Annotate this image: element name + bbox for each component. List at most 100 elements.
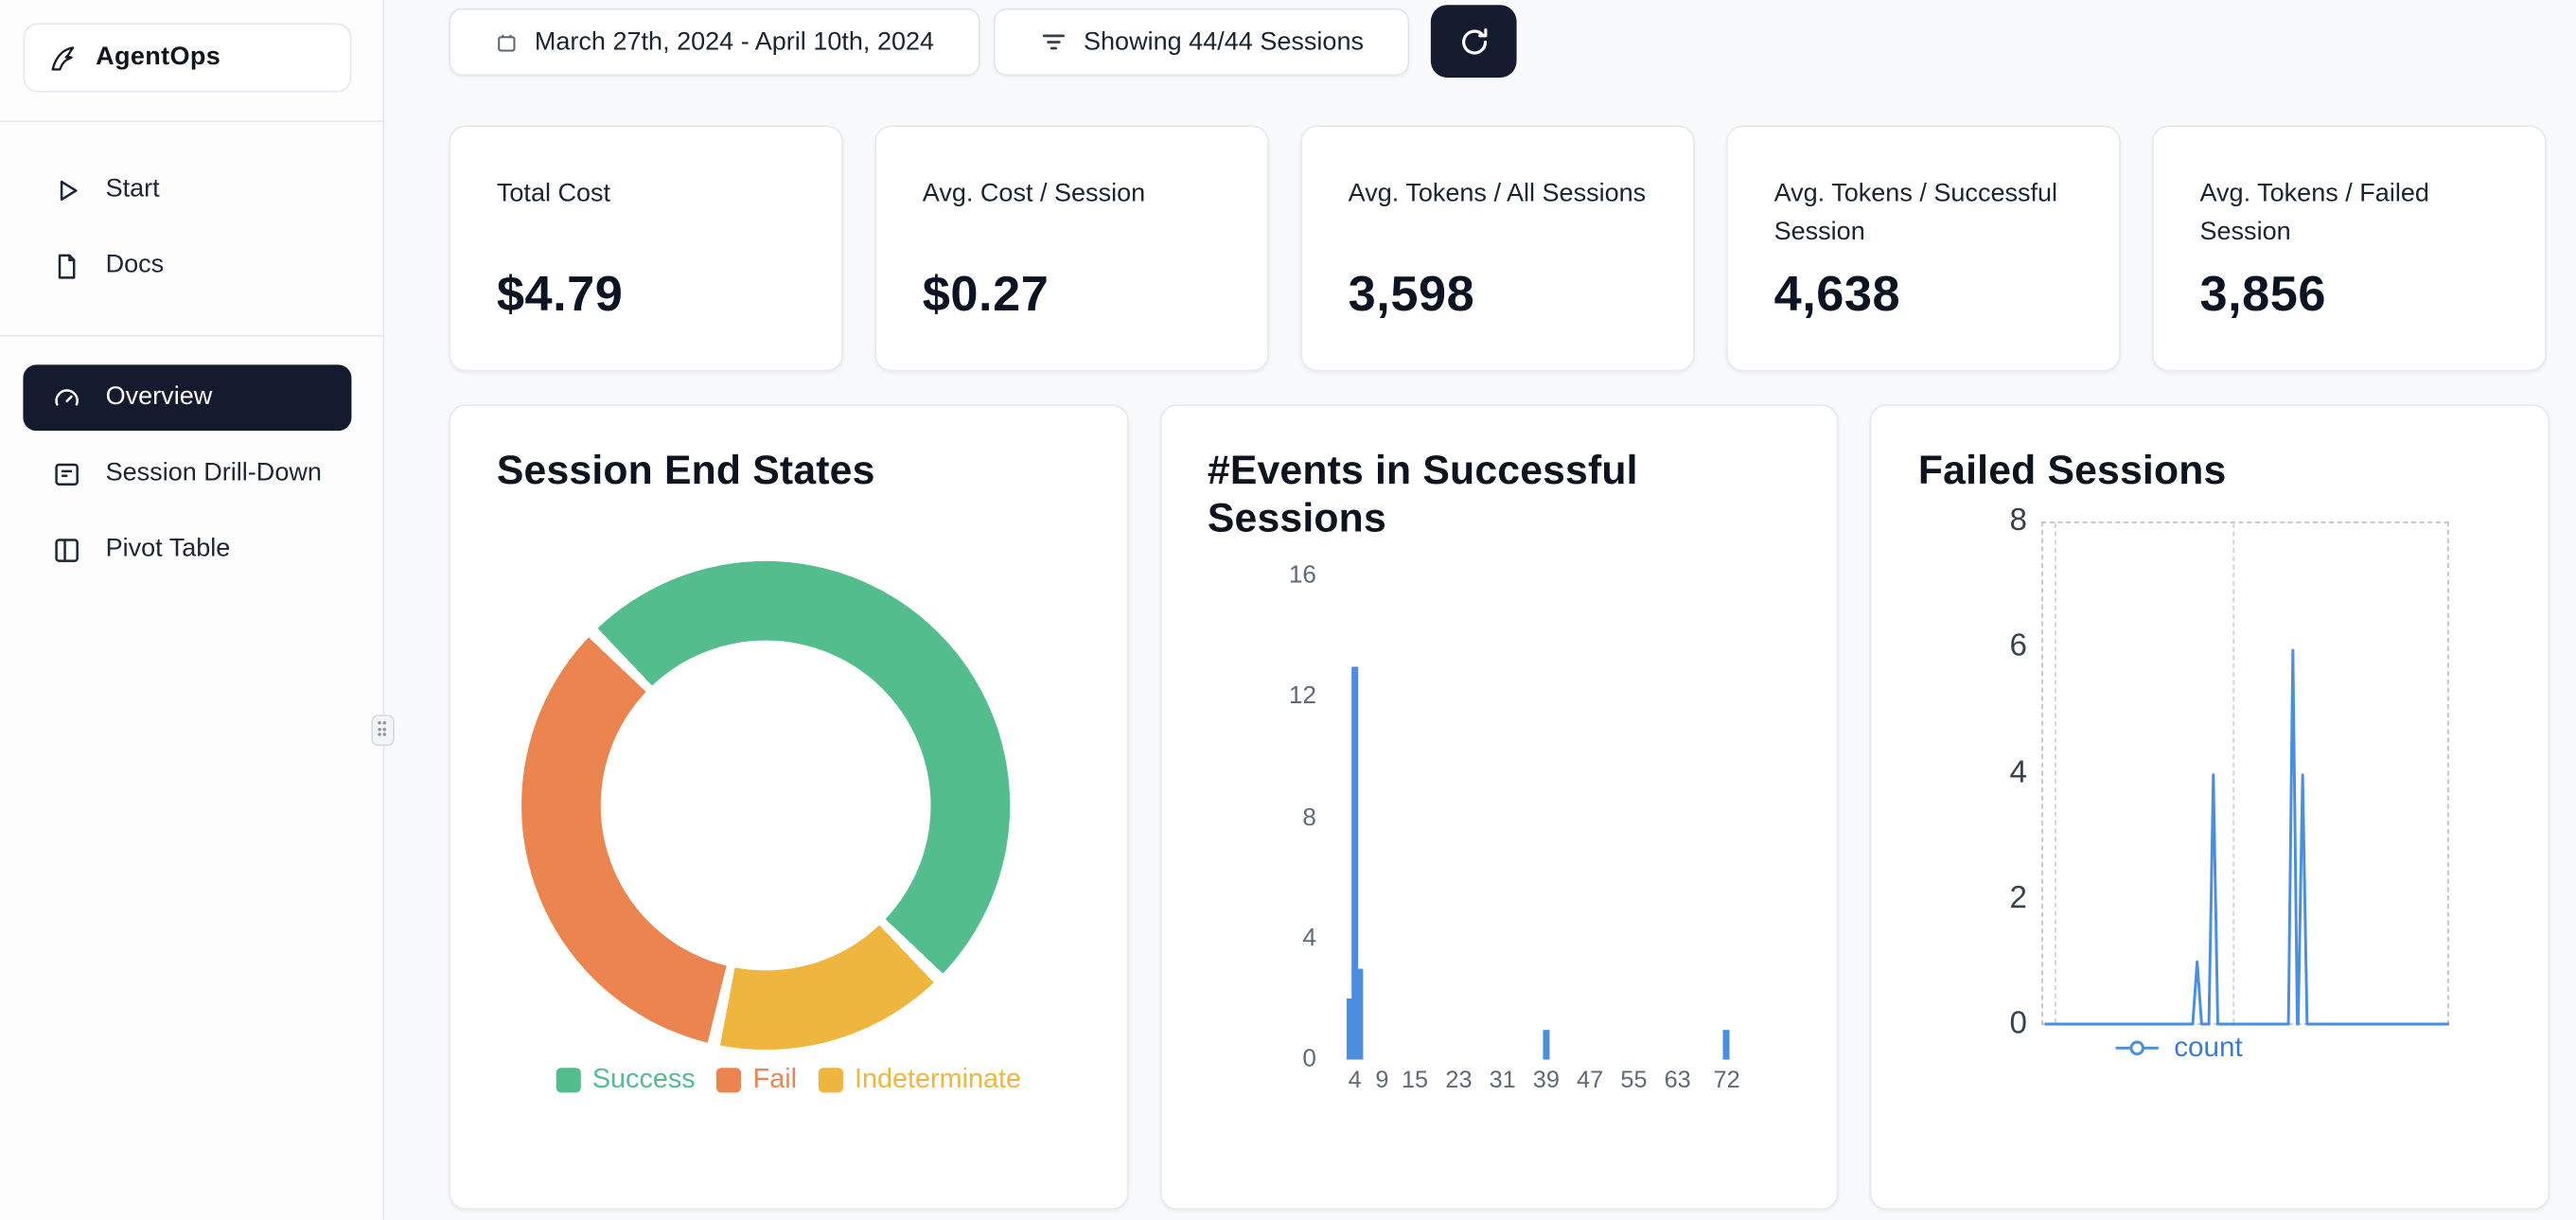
agentops-logo-icon (51, 45, 75, 70)
stat-value: 3,598 (1348, 267, 1475, 323)
stat-value: $0.27 (922, 267, 1050, 323)
stat-cards-row: Total Cost $4.79 Avg. Cost / Session $0.… (449, 125, 2547, 372)
y-tick-label: 12 (1288, 681, 1316, 711)
sidebar-item-docs[interactable]: Docs (23, 233, 351, 299)
x-tick-label: 31 (1489, 1068, 1516, 1095)
bar (1543, 1029, 1550, 1060)
sidebar-item-pivot-table[interactable]: Pivot Table (23, 517, 351, 583)
app-logo[interactable]: AgentOps (23, 23, 352, 93)
y-tick-label: 8 (1302, 803, 1316, 832)
bar-y-axis: 0 4 8 12 16 (1161, 561, 1316, 1073)
sidebar-resize-handle[interactable] (371, 715, 395, 747)
legend-label: count (2174, 1031, 2243, 1064)
y-tick-label: 0 (2009, 1006, 2027, 1042)
bar-x-axis: 4 9 15 23 31 39 47 55 63 72 (1332, 1068, 1748, 1097)
y-tick-label: 2 (2009, 880, 2027, 916)
sidebar-item-session-drill-down[interactable]: Session Drill-Down (23, 441, 351, 507)
stat-value: 4,638 (1773, 267, 1901, 323)
stat-card-avg-tokens-successful: Avg. Tokens / Successful Session 4,638 (1726, 125, 2121, 372)
legend-label: Success (591, 1064, 696, 1095)
failed-sessions-card: Failed Sessions 0 2 4 6 8 count (1870, 404, 2550, 1211)
sessions-filter-label: Showing 44/44 Sessions (1083, 27, 1365, 56)
sessions-filter-button[interactable]: Showing 44/44 Sessions (993, 8, 1410, 77)
date-range-label: March 27th, 2024 - April 10th, 2024 (534, 27, 935, 56)
y-tick-label: 4 (2009, 754, 2027, 790)
line-marker-icon (2116, 1040, 2160, 1056)
sidebar-item-label: Start (105, 174, 160, 203)
stat-value: $4.79 (496, 267, 624, 323)
y-tick-label: 4 (1302, 924, 1316, 952)
gridline (2055, 522, 2057, 1024)
stat-label: Avg. Tokens / Successful Session (1773, 180, 2058, 247)
line-y-axis: 0 2 4 6 8 (1872, 504, 2027, 1041)
legend-swatch (556, 1068, 581, 1093)
x-tick-label: 15 (1401, 1068, 1429, 1095)
date-range-button[interactable]: March 27th, 2024 - April 10th, 2024 (449, 8, 980, 77)
legend-swatch (716, 1068, 742, 1093)
x-tick-label: 63 (1664, 1068, 1691, 1095)
stat-value: 3,856 (2199, 267, 2327, 323)
bar-plot (1332, 576, 1748, 1060)
y-tick-label: 16 (1288, 560, 1316, 590)
x-tick-label: 39 (1532, 1068, 1560, 1095)
chart-title: #Events in Successful Sessions (1207, 449, 1638, 541)
legend-label: Fail (752, 1064, 798, 1095)
legend-item-indeterminate[interactable]: Indeterminate (818, 1064, 1022, 1096)
donut-chart (521, 560, 1011, 1051)
stat-label: Total Cost (496, 180, 611, 208)
calendar-icon (498, 33, 516, 51)
bar (1356, 968, 1364, 1060)
x-tick-label: 4 (1348, 1068, 1362, 1095)
sidebar-divider (0, 120, 383, 123)
bar (1346, 999, 1353, 1060)
sidebar-divider (0, 334, 383, 337)
gridline (2232, 522, 2235, 1024)
sidebar-item-overview[interactable]: Overview (23, 364, 352, 432)
app-title: AgentOps (96, 43, 221, 71)
stat-label: Avg. Tokens / Failed Session (2199, 180, 2429, 247)
refresh-button[interactable] (1430, 5, 1517, 78)
donut-legend: Success Fail Indeterminate (450, 1065, 1126, 1096)
stat-card-avg-cost-session: Avg. Cost / Session $0.27 (874, 125, 1269, 372)
bar (1723, 1029, 1731, 1060)
list-card-icon (55, 462, 79, 486)
x-tick-label: 23 (1445, 1068, 1473, 1095)
line-plot-svg (2045, 648, 2450, 1026)
line-plot (2041, 522, 2450, 1026)
y-tick-label: 8 (2009, 503, 2027, 539)
events-histogram-card: #Events in Successful Sessions 0 4 8 12 16 4… (1159, 404, 1840, 1211)
legend-swatch (818, 1068, 843, 1093)
sidebar-item-label: Pivot Table (105, 534, 231, 563)
bar (1351, 666, 1359, 1060)
play-icon (60, 179, 78, 201)
stat-label: Avg. Tokens / All Sessions (1348, 180, 1647, 208)
charts-row: Session End States Success Fail Indetermin… (449, 404, 2550, 1211)
x-tick-label: 55 (1620, 1068, 1648, 1095)
chart-title: Session End States (496, 449, 875, 494)
stat-card-avg-tokens-failed: Avg. Tokens / Failed Session 3,856 (2151, 125, 2547, 372)
chart-title: Failed Sessions (1917, 449, 2227, 494)
x-tick-label: 47 (1577, 1068, 1604, 1095)
x-tick-label: 9 (1375, 1068, 1389, 1095)
sidebar-item-label: Docs (105, 251, 165, 279)
sidebar-item-label: Session Drill-Down (105, 458, 322, 487)
count-line (2045, 648, 2450, 1026)
table-columns-icon (55, 538, 79, 561)
legend-item-fail[interactable]: Fail (716, 1065, 797, 1096)
donut-chart-area (521, 560, 1011, 1051)
sidebar-item-start[interactable]: Start (23, 157, 351, 223)
sidebar: AgentOps Start Docs Overview Session Dri… (0, 0, 385, 1220)
stat-card-avg-tokens-all: Avg. Tokens / All Sessions 3,598 (1300, 125, 1695, 372)
drag-handle-dots-icon (378, 721, 387, 738)
legend-label: Indeterminate (855, 1064, 1022, 1095)
session-end-states-card: Session End States Success Fail Indetermin… (449, 404, 1129, 1211)
stat-card-total-cost: Total Cost $4.79 (449, 125, 844, 372)
gauge-icon (55, 388, 79, 405)
x-tick-label: 72 (1713, 1068, 1740, 1095)
y-tick-label: 6 (2009, 628, 2027, 664)
legend-item-success[interactable]: Success (556, 1064, 696, 1096)
sidebar-item-label: Overview (105, 382, 213, 412)
count-legend-item[interactable]: count (1841, 1032, 2516, 1065)
filter-icon (1042, 34, 1065, 50)
